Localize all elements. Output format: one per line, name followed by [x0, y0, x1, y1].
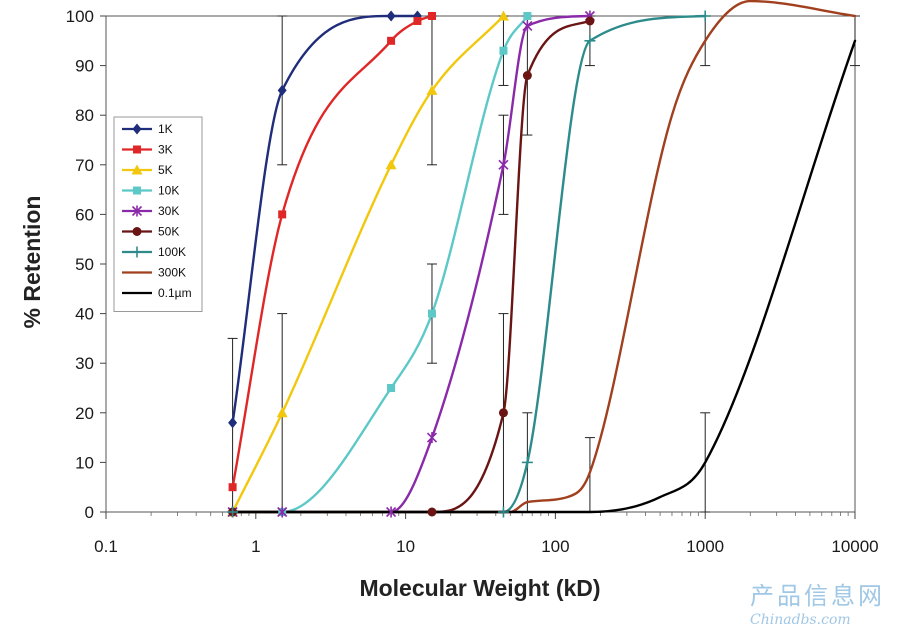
- legend-swatch-marker: [133, 186, 141, 195]
- marker-30K-3: [426, 432, 438, 444]
- marker-50K-3: [522, 71, 532, 81]
- y-tick-label-30: 30: [75, 354, 94, 373]
- marker-5K-1: [276, 407, 288, 418]
- series-line-50K: [231, 19, 592, 514]
- marker-100K-2: [521, 456, 533, 468]
- error-bars: [227, 15, 860, 513]
- y-tick-label-0: 0: [85, 503, 94, 522]
- legend-swatch-marker: [131, 246, 143, 258]
- marker-30K-1: [277, 506, 288, 518]
- legend-entry-30K: 30K: [122, 204, 179, 218]
- legend-entry-10K: 10K: [122, 184, 179, 198]
- marker-10K-5: [523, 12, 532, 20]
- marker-50K-1: [427, 507, 437, 517]
- marker-1K-0: [228, 417, 238, 429]
- y-axis-ticks: 0 10 20 30 40 50 60 70 80 90 100: [66, 7, 106, 522]
- series-line-1K: [231, 14, 419, 424]
- marker-30K-5: [522, 20, 533, 32]
- legend-label: 100K: [158, 245, 186, 259]
- series-lines: [231, 0, 857, 514]
- legend-swatch-marker: [132, 227, 142, 236]
- x-axis-ticks: 0.1 1 10 100 1000 10000: [94, 512, 879, 556]
- legend-entry-0.1µm: 0.1µm: [122, 286, 192, 300]
- series-line-300K: [231, 0, 857, 514]
- series-line-3K: [231, 14, 434, 489]
- legend-swatch-marker: [131, 205, 143, 217]
- watermark-chinese: 产品信息网: [750, 582, 885, 610]
- legend-label: 1K: [158, 122, 173, 136]
- legend-swatch-marker: [133, 145, 141, 154]
- y-tick-label-80: 80: [75, 106, 94, 125]
- legend-swatch-marker: [131, 164, 143, 175]
- marker-3K-1: [278, 210, 287, 219]
- series-line-100K: [231, 14, 707, 514]
- y-tick-label-100: 100: [66, 7, 94, 26]
- legend-entry-3K: 3K: [122, 143, 173, 157]
- marker-3K-3: [413, 16, 422, 25]
- marker-3K-2: [387, 36, 396, 45]
- marker-5K-2: [385, 159, 397, 170]
- x-tick-label-10: 10: [396, 537, 415, 556]
- y-axis-title: % Retention: [19, 196, 45, 329]
- legend-label: 300K: [158, 266, 186, 280]
- x-axis-title: Molecular Weight (kD): [359, 575, 600, 601]
- y-tick-label-20: 20: [75, 404, 94, 423]
- marker-5K-3: [426, 84, 438, 95]
- x-tick-label-1000: 1000: [686, 537, 724, 556]
- y-tick-label-70: 70: [75, 156, 94, 175]
- marker-1K-1: [277, 84, 287, 96]
- marker-3K-4: [427, 12, 436, 20]
- series-line-5K: [231, 14, 505, 514]
- marker-10K-4: [499, 46, 508, 55]
- marker-30K-2: [386, 506, 397, 518]
- legend-label: 50K: [158, 225, 179, 239]
- marker-1K-2: [386, 10, 396, 22]
- x-tick-label-100: 100: [541, 537, 569, 556]
- legend-entry-1K: 1K: [122, 122, 173, 136]
- series-line-0.1µm: [231, 39, 857, 514]
- legend-label: 5K: [158, 163, 173, 177]
- y-tick-label-90: 90: [75, 57, 94, 76]
- marker-3K-0: [228, 483, 237, 492]
- watermark-site: Chinadbs.com: [750, 612, 851, 628]
- legend-label: 3K: [158, 143, 173, 157]
- marker-50K-2: [498, 408, 508, 418]
- marker-50K-4: [585, 16, 595, 26]
- legend-entry-300K: 300K: [122, 266, 186, 280]
- series-markers: [227, 10, 711, 518]
- legend-entry-5K: 5K: [122, 163, 173, 177]
- legend-label: 10K: [158, 184, 179, 198]
- marker-100K-3: [584, 35, 596, 47]
- x-tick-label-0.1: 0.1: [94, 537, 118, 556]
- y-tick-label-50: 50: [75, 255, 94, 274]
- legend-swatch-marker: [132, 123, 142, 135]
- x-tick-label-1: 1: [251, 537, 260, 556]
- marker-10K-2: [387, 384, 396, 392]
- marker-100K-0: [227, 506, 239, 518]
- legend-entry-50K: 50K: [122, 225, 179, 239]
- marker-30K-4: [498, 159, 509, 171]
- x-tick-label-10000: 10000: [831, 537, 878, 556]
- marker-10K-3: [427, 309, 436, 318]
- y-tick-label-40: 40: [75, 305, 94, 324]
- marker-100K-1: [497, 506, 509, 518]
- marker-100K-4: [699, 10, 711, 22]
- series-line-10K: [231, 14, 529, 514]
- legend-entry-100K: 100K: [122, 245, 186, 259]
- marker-5K-4: [497, 10, 509, 21]
- legend: 1K 3K 5K 10K 30K 50K 100K 300K 0.1µm: [113, 116, 203, 312]
- legend-label: 30K: [158, 204, 179, 218]
- y-tick-label-60: 60: [75, 205, 94, 224]
- legend-label: 0.1µm: [158, 286, 192, 300]
- y-tick-label-10: 10: [75, 453, 94, 472]
